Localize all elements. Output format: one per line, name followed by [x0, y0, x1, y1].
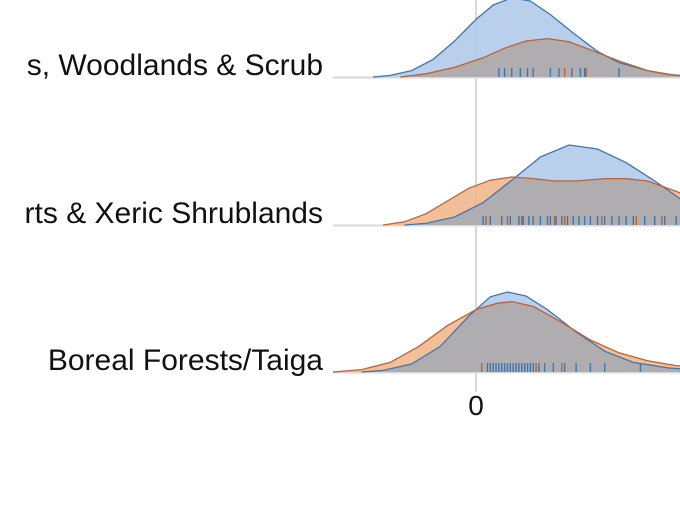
ridge-row — [333, 145, 680, 226]
row-label: rts & Xeric Shrublands — [25, 197, 323, 231]
ridge-row — [333, 0, 680, 77]
ridge-row — [333, 292, 680, 373]
row-label: s, Woodlands & Scrub — [27, 49, 323, 83]
x-tick-label: 0 — [468, 390, 484, 422]
row-label: Boreal Forests/Taiga — [48, 344, 323, 378]
